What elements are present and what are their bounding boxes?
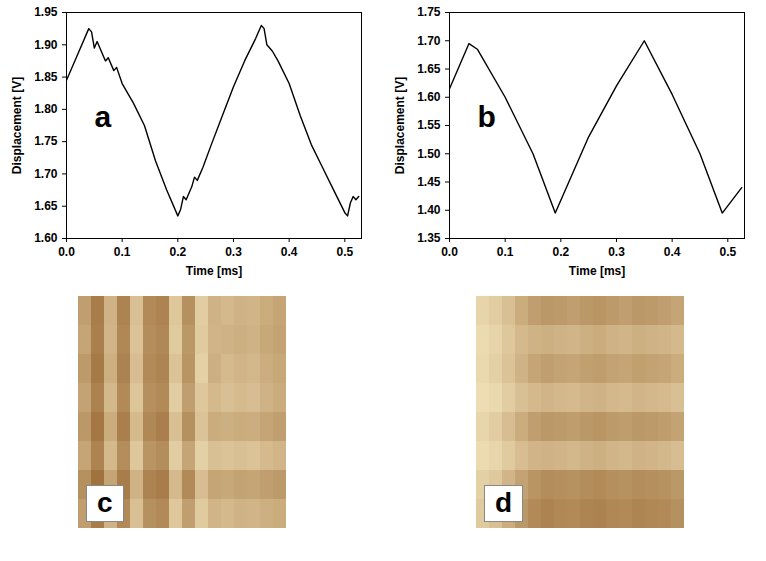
svg-text:1.65: 1.65 (417, 62, 441, 76)
svg-text:a: a (95, 100, 112, 133)
html-text:d: d (495, 487, 513, 519)
svg-text:0.0: 0.0 (441, 245, 458, 259)
svg-text:1.70: 1.70 (417, 34, 441, 48)
svg-text:1.95: 1.95 (34, 5, 58, 19)
svg-text:b: b (478, 100, 496, 133)
svg-text:0.2: 0.2 (169, 245, 186, 259)
svg-text:1.75: 1.75 (34, 134, 58, 148)
svg-text:0.4: 0.4 (664, 245, 681, 259)
svg-text:1.80: 1.80 (34, 102, 58, 116)
svg-text:1.60: 1.60 (417, 90, 441, 104)
svg-text:1.90: 1.90 (34, 38, 58, 52)
svg-text:0.0: 0.0 (58, 245, 75, 259)
svg-text:0.5: 0.5 (336, 245, 353, 259)
svg-text:Displacement [V]: Displacement [V] (10, 77, 24, 174)
svg-text:1.75: 1.75 (417, 5, 441, 19)
svg-text:Time [ms]: Time [ms] (186, 264, 242, 278)
svg-text:0.1: 0.1 (114, 245, 131, 259)
svg-text:1.40: 1.40 (417, 203, 441, 217)
svg-text:1.45: 1.45 (417, 175, 441, 189)
svg-text:1.55: 1.55 (417, 118, 441, 132)
svg-text:0.5: 0.5 (719, 245, 736, 259)
svg-text:0.3: 0.3 (608, 245, 625, 259)
svg-text:1.70: 1.70 (34, 167, 58, 181)
svg-text:1.35: 1.35 (417, 231, 441, 245)
svg-text:Time [ms]: Time [ms] (569, 264, 625, 278)
svg-text:1.65: 1.65 (34, 199, 58, 213)
svg-text:0.2: 0.2 (552, 245, 569, 259)
svg-text:0.3: 0.3 (225, 245, 242, 259)
html-text:c: c (97, 487, 113, 519)
svg-text:1.50: 1.50 (417, 147, 441, 161)
svg-text:1.60: 1.60 (34, 231, 58, 245)
svg-text:0.1: 0.1 (497, 245, 514, 259)
svg-text:Displacement [V]: Displacement [V] (393, 77, 407, 174)
svg-text:1.85: 1.85 (34, 70, 58, 84)
svg-text:0.4: 0.4 (281, 245, 298, 259)
